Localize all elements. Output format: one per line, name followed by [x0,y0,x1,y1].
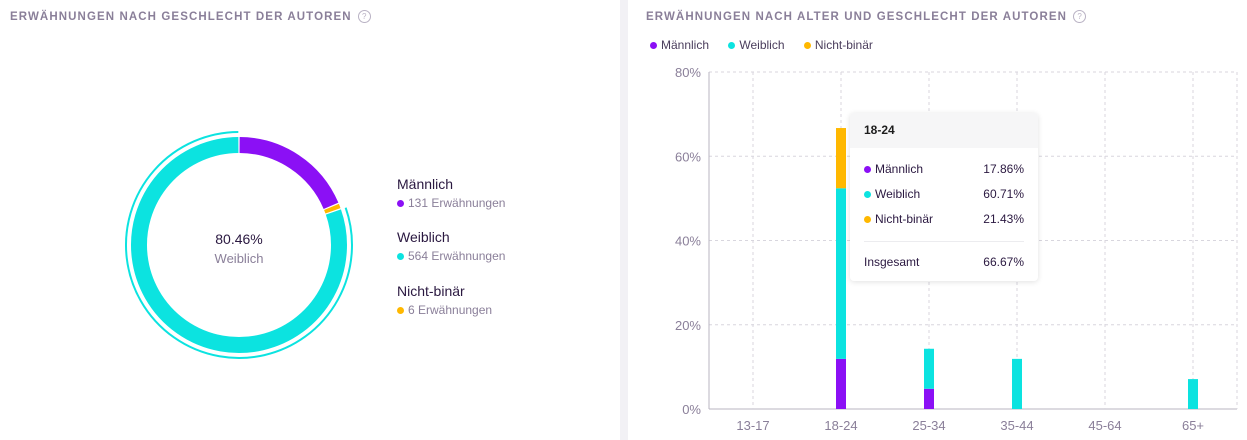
legend-count: 131 Erwähnungen [408,196,506,210]
donut-slice-weiblich [131,137,347,353]
x-tick-label: 65+ [1182,418,1204,433]
y-tick-label: 20% [675,318,701,333]
bar-segment-18-24-mnnlich [836,358,846,409]
legend-count-row: 131 Erwähnungen [397,196,505,210]
tooltip-total-value: 66.67% [983,255,1024,269]
panel-divider [620,0,628,440]
tooltip-row-label: Männlich [875,162,924,176]
donut-slice-nichtbinr [324,203,341,214]
tooltip-row-value: 60.71% [983,187,1024,201]
donut-slice-mnnlich [239,137,339,210]
bar-chart: 0% 20% 40% 60% 80% 13-17 18-24 25-34 35-44 45-64 6… [675,65,1238,433]
x-tick-label: 25-34 [912,418,945,433]
tooltip-total-label: Insgesamt [864,255,920,269]
donut-center-value: 80.46% [215,231,263,247]
legend-dot [397,200,404,207]
tooltip-row-value: 21.43% [983,212,1024,226]
legend-name: Männlich [397,176,454,192]
tooltip-row: Weiblich 60.71% [864,187,1024,201]
tooltip-row: Nicht-binär 21.43% [864,212,1024,226]
bar-segment-35-44-weiblich [1012,358,1022,409]
donut-center: 80.46% Weiblich [179,231,299,266]
x-tick-label: 35-44 [1000,418,1033,433]
bar-segment-18-24-nichtbinr [836,128,846,189]
bar-segment-25-34-mnnlich [924,388,934,409]
tooltip-row-value: 17.86% [983,162,1024,176]
legend-count: 564 Erwähnungen [408,249,506,263]
donut-highlight-ring [125,131,353,359]
tooltip-dot [864,216,871,223]
legend-name: Weiblich [397,229,450,245]
donut-center-label: Weiblich [214,251,264,266]
tooltip-total-row: Insgesamt 66.67% [864,255,1024,269]
question-circle-icon[interactable]: ? [357,10,371,23]
bar-segment-18-24-weiblich [836,188,846,359]
bar-legend-item-nicht-binaer[interactable]: Nicht-binär [803,38,873,52]
gender-panel-title: ERWÄHNUNGEN NACH GESCHLECHT DER AUTOREN? [10,10,371,23]
legend-item-nicht-binaer[interactable]: Nicht-binär 6 Erwähnungen [397,283,492,317]
chart-tooltip: 18-24 Männlich 17.86% Weiblich 60.71% Ni… [850,113,1038,281]
y-tick-label: 80% [675,65,701,80]
bar-legend: Männlich Weiblich Nicht-binär [650,38,889,52]
bar-legend-item-maennlich[interactable]: Männlich [650,38,709,52]
legend-count: 6 Erwähnungen [408,303,493,317]
x-tick-label: 45-64 [1088,418,1121,433]
tooltip-dot [864,191,871,198]
tooltip-dot [864,166,871,173]
legend-dot [728,42,736,49]
question-circle-icon[interactable]: ? [1073,10,1087,23]
tooltip-title: 18-24 [850,113,1038,148]
gender-panel: ERWÄHNUNGEN NACH GESCHLECHT DER AUTOREN?… [0,0,620,440]
y-tick-label: 60% [675,149,701,164]
x-tick-label: 13-17 [736,418,769,433]
x-tick-label: 18-24 [824,418,857,433]
tooltip-row-label: Nicht-binär [875,212,934,226]
legend-dot [397,307,404,314]
bar-legend-item-weiblich[interactable]: Weiblich [728,38,785,52]
legend-dot [397,253,404,260]
legend-count-row: 6 Erwähnungen [397,303,492,317]
bar-segment-65+-weiblich [1188,379,1198,409]
tooltip-separator [864,241,1024,242]
bar-legend-label: Männlich [661,38,710,52]
tooltip-row: Männlich 17.86% [864,162,1024,176]
bar-legend-label: Weiblich [739,38,785,52]
legend-item-maennlich[interactable]: Männlich 131 Erwähnungen [397,176,505,210]
y-tick-label: 0% [682,402,701,417]
legend-dot [803,42,811,49]
legend-name: Nicht-binär [397,283,465,299]
bar-legend-label: Nicht-binär [814,38,873,52]
age-panel-title: ERWÄHNUNGEN NACH ALTER UND GESCHLECHT DE… [646,10,1087,23]
bar-segment-25-34-weiblich [924,348,934,389]
gender-panel-title-text: ERWÄHNUNGEN NACH GESCHLECHT DER AUTOREN [10,11,352,23]
legend-dot [650,42,657,49]
legend-count-row: 564 Erwähnungen [397,249,505,263]
donut-chart [125,131,353,359]
y-tick-label: 40% [675,234,701,249]
tooltip-row-label: Weiblich [875,187,921,201]
age-panel-title-text: ERWÄHNUNGEN NACH ALTER UND GESCHLECHT DE… [646,11,1068,23]
age-gender-panel: ERWÄHNUNGEN NACH ALTER UND GESCHLECHT DE… [628,0,1247,440]
legend-item-weiblich[interactable]: Weiblich 564 Erwähnungen [397,229,505,263]
